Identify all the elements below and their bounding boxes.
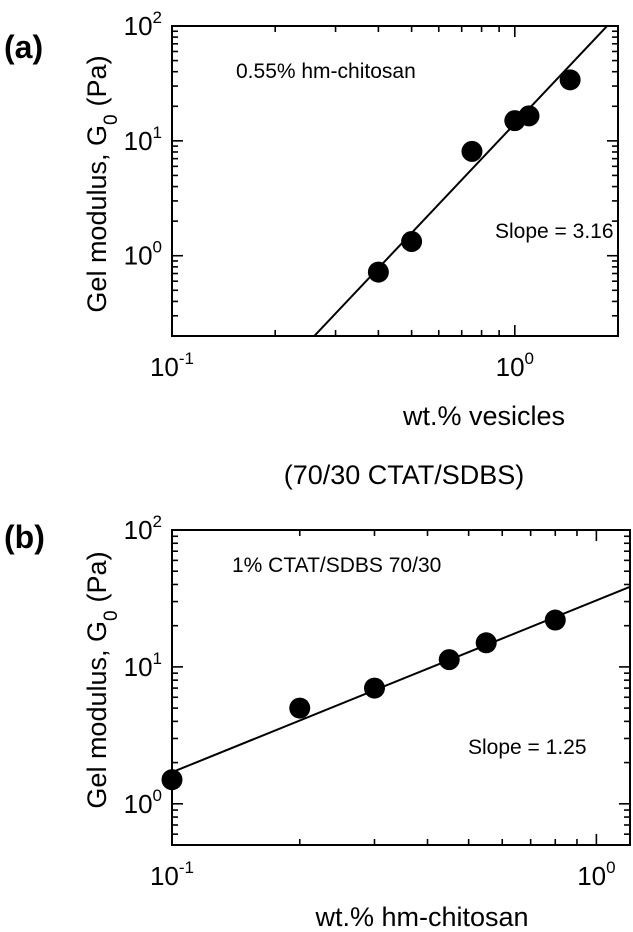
panel-b-data-point — [289, 697, 311, 719]
panel-a-x-tick-label: 10-1 — [150, 349, 194, 382]
panel-b-slope-label: Slope = 1.25 — [468, 736, 587, 759]
panel-a-annotation: 0.55% hm-chitosan — [236, 60, 416, 83]
panel-a-data-point — [367, 261, 389, 283]
panel-b: (b) 1% CTAT/SDBS 70/30 Slope = 1.25 wt.%… — [4, 512, 631, 932]
panel-b-data-point — [544, 609, 566, 631]
panel-b-data-point — [438, 649, 460, 671]
panel-b-y-tick-label: 102 — [124, 512, 162, 545]
y-axis-title-unit: (Pa) — [82, 551, 112, 602]
panel-a-y-tick-label: 100 — [124, 238, 162, 271]
panel-a-data-point — [559, 69, 581, 91]
panel-a-slope-label: Slope = 3.16 — [495, 220, 614, 243]
panel-b-data-point — [363, 677, 385, 699]
tick-exponent: 0 — [606, 858, 615, 877]
tick-base: 10 — [124, 241, 153, 271]
panel-a-data-point — [518, 105, 540, 127]
y-axis-title-unit: (Pa) — [82, 55, 112, 106]
panel-a-data-point — [461, 140, 483, 162]
panel-a-data-point — [401, 230, 423, 252]
y-axis-title-main: Gel modulus, G — [82, 621, 112, 809]
panel-b-label: (b) — [4, 519, 45, 555]
panel-b-y-tick-label: 101 — [124, 649, 162, 682]
tick-base: 10 — [124, 652, 153, 682]
panel-b-data-point — [475, 632, 497, 654]
panel-b-data-point — [161, 769, 183, 791]
tick-base: 10 — [124, 11, 153, 41]
panel-b-y-tick-label: 100 — [124, 786, 162, 819]
tick-exponent: -1 — [179, 858, 194, 877]
panel-a-x-tick-label: 100 — [496, 349, 534, 382]
y-axis-title-subscript: 0 — [101, 114, 122, 125]
tick-exponent: 1 — [153, 123, 162, 142]
panel-a-x-axis-title-2: (70/30 CTAT/SDBS) — [284, 460, 525, 490]
panel-a-label: (a) — [4, 29, 43, 65]
tick-base: 10 — [577, 861, 606, 891]
tick-base: 10 — [150, 352, 179, 382]
y-axis-title-main: Gel modulus, G — [82, 125, 112, 313]
panel-b-x-tick-label: 100 — [577, 858, 615, 891]
tick-exponent: -1 — [179, 349, 194, 368]
panel-a: (a) 0.55% hm-chitosan Slope = 3.16 wt.% … — [4, 8, 619, 490]
panel-b-x-axis-title: wt.% hm-chitosan — [314, 902, 528, 932]
panel-a-x-axis-title: wt.% vesicles — [402, 401, 565, 431]
y-axis-title-subscript: 0 — [101, 610, 122, 621]
panel-a-fit-line — [313, 26, 609, 336]
panel-a-y-tick-label: 101 — [124, 123, 162, 156]
panel-a-plot-frame — [171, 25, 619, 337]
panel-a-ticks — [171, 25, 619, 337]
tick-base: 10 — [124, 126, 153, 156]
tick-exponent: 0 — [153, 238, 162, 257]
tick-exponent: 0 — [525, 349, 534, 368]
panel-b-y-axis-title: Gel modulus, G0 (Pa) — [82, 551, 122, 808]
panel-a-y-axis-title: Gel modulus, G0 (Pa) — [82, 55, 122, 312]
tick-base: 10 — [496, 352, 525, 382]
panel-b-plot-frame — [171, 529, 631, 846]
tick-base: 10 — [124, 789, 153, 819]
tick-base: 10 — [150, 861, 179, 891]
panel-a-y-tick-label: 102 — [124, 8, 162, 41]
panel-b-annotation: 1% CTAT/SDBS 70/30 — [232, 554, 441, 577]
tick-exponent: 2 — [153, 8, 162, 27]
tick-base: 10 — [124, 515, 153, 545]
tick-exponent: 0 — [153, 786, 162, 805]
panel-b-ticks — [171, 529, 630, 846]
panel-b-x-tick-label: 10-1 — [150, 858, 194, 891]
tick-exponent: 1 — [153, 649, 162, 668]
tick-exponent: 2 — [153, 512, 162, 531]
